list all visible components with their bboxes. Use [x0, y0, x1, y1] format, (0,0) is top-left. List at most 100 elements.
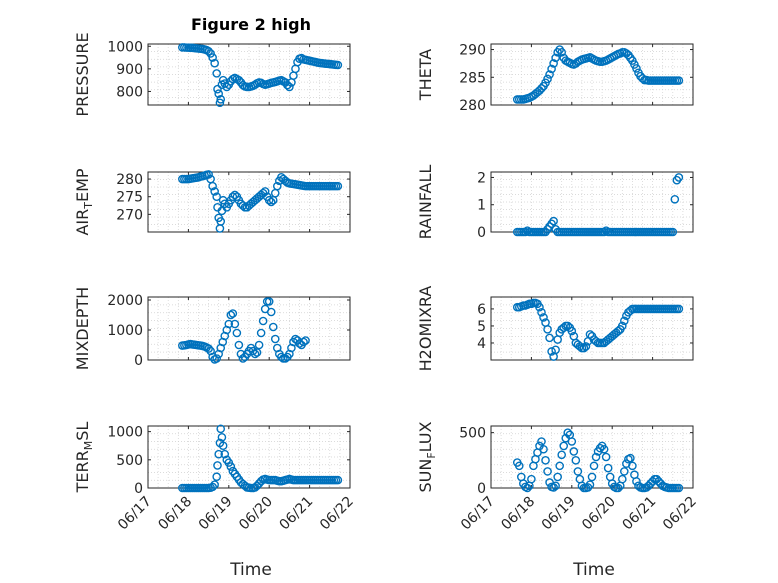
data-point	[549, 483, 558, 492]
data-point	[210, 187, 219, 196]
data-point	[628, 461, 637, 471]
y-tick-label: 285	[459, 70, 486, 86]
data-point	[220, 449, 230, 459]
y-tick-label: 6	[477, 302, 486, 318]
data-point	[214, 89, 223, 99]
y-axis-label: THETA	[416, 49, 435, 101]
data-point	[537, 437, 546, 446]
y-tick-label: 800	[116, 84, 143, 100]
data-point	[226, 462, 236, 471]
data-point	[208, 181, 217, 191]
data-point	[539, 313, 548, 322]
y-tick-label: 290	[459, 43, 486, 59]
data-point	[230, 190, 240, 200]
y-axis-label: SUNFLUX	[416, 421, 438, 492]
x-tick-label: 06/20	[579, 494, 619, 534]
x-tick-label: 06/18	[498, 494, 538, 534]
x-tick-label: 06/21	[620, 494, 660, 534]
data-point	[553, 335, 562, 344]
data-point	[563, 321, 573, 331]
y-tick-label: 5	[477, 319, 486, 335]
data-point	[527, 474, 536, 484]
data-point	[551, 345, 560, 355]
data-point	[618, 474, 627, 484]
x-tick-label: 06/18	[155, 494, 195, 534]
x-tick-label: 06/17	[115, 494, 155, 534]
data-point	[270, 188, 280, 198]
data-point	[632, 64, 641, 73]
data-point	[626, 306, 635, 315]
y-tick-label: 1000	[107, 39, 143, 55]
data-point	[215, 98, 225, 108]
y-axis-label: MIXDEPTH	[73, 287, 92, 370]
data-point	[571, 456, 581, 465]
data-point	[567, 326, 577, 336]
data-point	[535, 302, 544, 312]
data-point	[541, 456, 550, 465]
data-point	[551, 53, 560, 63]
data-point	[670, 194, 680, 204]
data-point	[595, 443, 605, 453]
data-point	[589, 461, 599, 471]
data-point	[226, 310, 236, 320]
data-point	[238, 201, 248, 210]
data-point	[599, 444, 609, 454]
data-point	[252, 348, 262, 357]
data-point	[543, 74, 552, 84]
data-point	[620, 316, 629, 326]
data-point	[557, 48, 567, 57]
x-axis-label-right: Time	[572, 560, 615, 580]
data-point	[523, 483, 532, 493]
data-point	[212, 354, 221, 363]
data-point	[256, 328, 266, 338]
data-point	[230, 319, 240, 329]
y-tick-label: 270	[116, 207, 143, 223]
data-point	[553, 472, 562, 482]
y-tick-label: 280	[116, 172, 143, 188]
data-point	[228, 309, 238, 318]
data-point	[212, 192, 221, 202]
data-point	[266, 307, 276, 317]
y-tick-label: 900	[116, 62, 143, 78]
y-tick-label: 500	[116, 453, 143, 469]
axes-box	[490, 296, 694, 361]
y-tick-label: 2000	[107, 293, 143, 309]
axes-box	[147, 296, 351, 361]
data-point	[215, 224, 225, 233]
x-axis-label-left: Time	[229, 560, 272, 580]
data-point	[272, 181, 282, 191]
axes-box	[147, 171, 351, 233]
data-point	[299, 337, 308, 347]
y-tick-label: 500	[459, 426, 486, 442]
axes-sun-flux: 06/17 06/18 06/19 06/20 06/21 06/22 0 500 SUNFLU…	[416, 421, 700, 533]
x-tick-label: 06/19	[539, 494, 579, 534]
data-point	[585, 480, 595, 489]
figure-title: Figure 2 high	[191, 15, 311, 34]
data-point	[547, 347, 556, 356]
data-point	[674, 76, 684, 85]
data-point	[333, 475, 343, 485]
axes-box	[490, 43, 694, 106]
y-tick-label: 2	[477, 170, 486, 186]
data-point	[266, 197, 276, 207]
y-tick-label: 0	[134, 353, 143, 369]
y-axis-label: PRESSURE	[73, 32, 92, 116]
data-point	[232, 328, 242, 338]
data-point	[216, 95, 226, 104]
data-point	[557, 450, 567, 460]
data-point	[591, 336, 601, 346]
data-point	[210, 480, 219, 489]
data-point	[549, 216, 558, 226]
x-tick-label: 06/21	[277, 494, 317, 534]
data-point	[224, 319, 234, 329]
axes-theta: 280 285 290 THETA	[416, 43, 694, 114]
data-point	[208, 53, 217, 62]
data-point	[545, 70, 554, 79]
data-point	[575, 342, 585, 351]
data-point	[523, 226, 532, 235]
data-point	[668, 227, 678, 237]
y-axis-label: TERRMSL	[73, 422, 95, 494]
data-point	[543, 325, 552, 334]
data-point	[234, 340, 244, 350]
data-point	[268, 322, 278, 332]
